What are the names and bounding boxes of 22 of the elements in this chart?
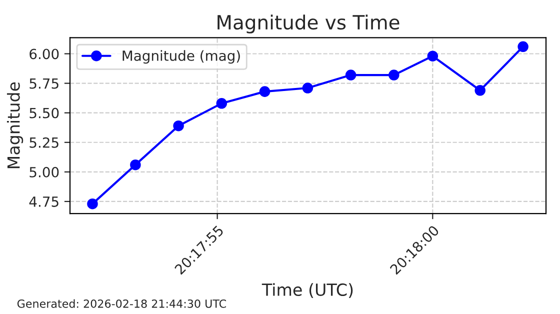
y-tick-label: 5.50: [30, 108, 59, 118]
point: [427, 50, 438, 62]
y-tick-label: 4.75: [29, 196, 58, 207]
y-tick-label: 6.00: [30, 48, 59, 60]
point: [87, 198, 98, 210]
point: [474, 85, 486, 96]
x-axis-title: Time (UTC): [262, 283, 353, 298]
point: [173, 120, 184, 132]
legend-label: Magnitude (mag): [122, 50, 240, 64]
text: Generated: 2026-02-18 21:44:30 UTC: [17, 299, 226, 308]
y-tick-label: 5.00: [30, 166, 59, 178]
point: [388, 70, 400, 80]
y-axis-title: Magnitude: [6, 82, 24, 168]
point: [259, 86, 270, 97]
y-tick-label: 5.25: [30, 137, 58, 148]
chart-title: Magnitude vs Time: [218, 14, 400, 34]
point: [216, 98, 228, 109]
y-tick-label: 5.75: [30, 78, 58, 89]
point: [302, 82, 314, 94]
point: [345, 70, 356, 80]
point: [518, 41, 528, 52]
point: [130, 159, 141, 170]
